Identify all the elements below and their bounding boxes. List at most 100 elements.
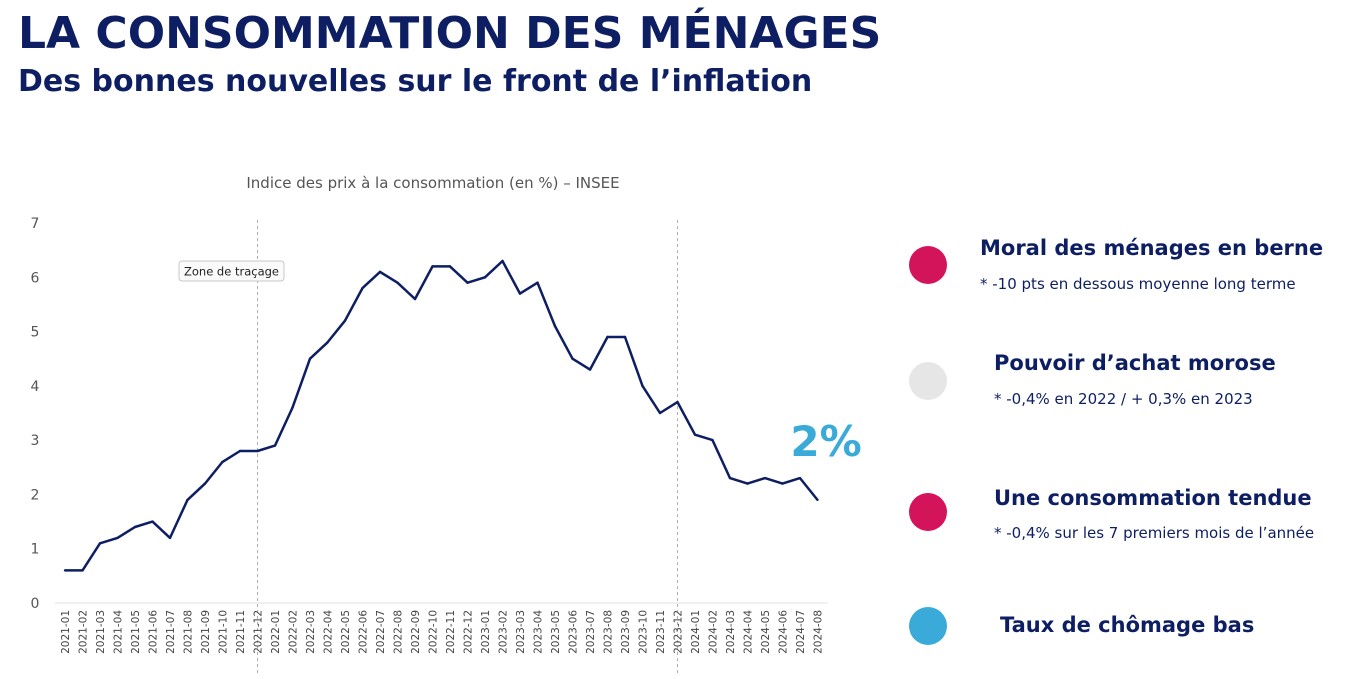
- page-subtitle: Des bonnes nouvelles sur le front de l’i…: [18, 64, 813, 99]
- y-tick-label: 1: [31, 542, 40, 558]
- y-tick-label: 5: [31, 325, 40, 341]
- data-point: [781, 482, 784, 485]
- x-tick-label: 2021-02: [78, 610, 90, 654]
- key-point-title: Taux de chômage bas: [1000, 613, 1255, 637]
- data-point: [221, 460, 224, 464]
- x-tick-label: 2023-09: [620, 610, 632, 654]
- latest-value-annotation: 2%: [790, 417, 861, 466]
- data-point: [658, 411, 662, 415]
- series-line: [65, 259, 819, 572]
- x-tick-label: 2022-06: [358, 610, 370, 654]
- x-tick-label: 2022-11: [445, 610, 457, 654]
- x-tick-label: 2023-05: [550, 610, 562, 654]
- key-point-title: Pouvoir d’achat morose: [994, 351, 1276, 375]
- tooltip-box: [178, 260, 285, 282]
- data-point: [641, 384, 644, 388]
- data-point: [361, 286, 364, 290]
- data-point: [448, 265, 452, 268]
- x-tick-label: 2023-03: [515, 610, 527, 654]
- key-point-title: Moral des ménages en berne: [980, 236, 1324, 260]
- x-tick-label: 2024-06: [778, 610, 790, 654]
- x-tick-label: 2021-03: [95, 610, 107, 654]
- x-tick-label: 2021-08: [183, 610, 195, 654]
- data-point: [711, 438, 714, 442]
- data-point: [553, 324, 557, 328]
- x-tick-label: 2022-10: [428, 610, 440, 654]
- data-point: [256, 449, 259, 453]
- x-tick-label: 2024-04: [743, 610, 755, 654]
- x-tick-label: 2023-06: [568, 610, 580, 654]
- x-tick-label: 2024-08: [813, 610, 825, 654]
- x-tick-label: 2023-10: [638, 610, 650, 654]
- key-point-note: * -0,4% en 2022 / + 0,3% en 2023: [994, 390, 1253, 408]
- data-point: [396, 281, 399, 284]
- inflation-chart: Indice des prix à la consommation (en %)…: [31, 174, 862, 676]
- x-tick-label: 2023-01: [480, 610, 492, 654]
- x-tick-label: 2022-01: [270, 610, 282, 654]
- x-axis: 2021-01 2021-02 2021-03 2021-04 2021-05 2021-…: [60, 610, 825, 654]
- x-tick-label: 2024-02: [708, 610, 720, 654]
- x-tick-label: 2021-07: [165, 610, 177, 654]
- x-tick-label: 2021-09: [200, 610, 212, 654]
- data-points: [63, 259, 819, 572]
- x-tick-label: 2021-06: [148, 610, 160, 654]
- data-point: [413, 297, 417, 301]
- data-point: [623, 335, 627, 339]
- data-point: [431, 265, 434, 268]
- data-point: [763, 476, 767, 480]
- data-point: [238, 449, 242, 453]
- bullet-dot-icon: [909, 493, 947, 531]
- x-tick-label: 2022-04: [323, 610, 335, 654]
- x-tick-label: 2022-02: [288, 610, 300, 654]
- y-tick-label: 4: [31, 379, 40, 395]
- data-point: [676, 400, 679, 404]
- x-tick-label: 2023-07: [585, 610, 597, 654]
- data-point: [693, 433, 697, 436]
- x-tick-label: 2022-08: [393, 610, 405, 654]
- data-point: [466, 281, 469, 284]
- x-tick-label: 2023-04: [533, 610, 545, 654]
- data-point: [116, 536, 119, 540]
- x-tick-label: 2022-03: [305, 610, 317, 654]
- data-point: [81, 569, 84, 572]
- data-point: [536, 281, 539, 284]
- data-point: [186, 498, 189, 502]
- x-tick-label: 2023-11: [655, 610, 667, 654]
- key-point-title: Une consommation tendue: [994, 486, 1312, 510]
- y-tick-label: 3: [31, 433, 40, 449]
- data-point: [588, 368, 592, 371]
- y-tick-label: 0: [31, 596, 40, 612]
- data-point: [63, 569, 67, 572]
- x-tick-label: 2021-04: [113, 610, 125, 654]
- bullet-dot-icon: [909, 246, 947, 284]
- data-point: [571, 357, 574, 360]
- data-point: [308, 357, 312, 360]
- tooltip-text: Zone de traçage: [184, 265, 279, 279]
- data-point: [606, 335, 609, 339]
- data-point: [798, 476, 802, 480]
- data-point: [378, 270, 382, 274]
- x-tick-label: 2023-02: [498, 610, 510, 654]
- data-point: [203, 482, 207, 485]
- page-title: LA CONSOMMATION DES MÉNAGES: [18, 8, 882, 59]
- data-point: [343, 319, 347, 322]
- data-point: [518, 292, 522, 295]
- x-tick-label: 2022-09: [410, 610, 422, 654]
- x-tick-label: 2023-12: [673, 610, 685, 654]
- data-point: [728, 476, 732, 480]
- x-tick-label: 2022-05: [340, 610, 352, 654]
- x-tick-label: 2021-05: [130, 610, 142, 654]
- x-tick-label: 2024-01: [690, 610, 702, 654]
- y-tick-label: 6: [31, 270, 40, 286]
- x-tick-label: 2021-12: [253, 610, 265, 654]
- data-point: [273, 444, 277, 447]
- x-tick-label: 2024-03: [725, 610, 737, 654]
- x-tick-label: 2024-07: [795, 610, 807, 654]
- data-point: [151, 520, 154, 523]
- x-tick-label: 2024-05: [760, 610, 772, 654]
- x-tick-label: 2023-08: [603, 610, 615, 654]
- x-tick-label: 2022-07: [375, 610, 387, 654]
- data-point: [168, 536, 172, 540]
- bullet-dot-icon: [909, 362, 947, 400]
- x-tick-label: 2021-01: [60, 610, 72, 654]
